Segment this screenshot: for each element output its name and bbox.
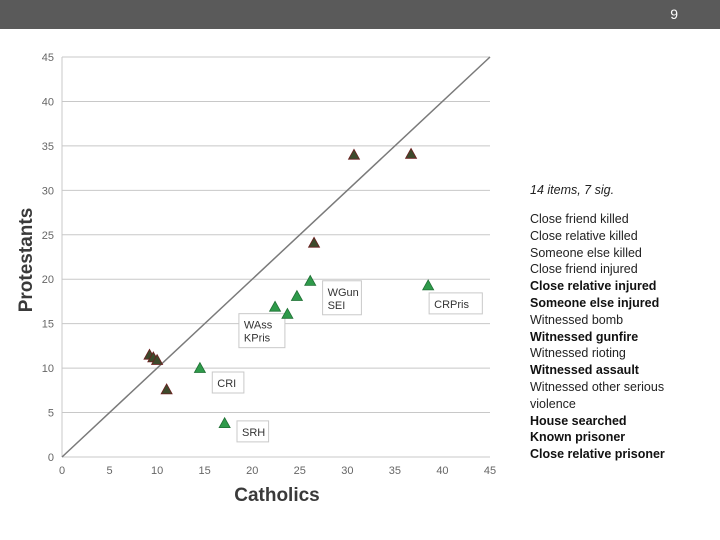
data-point (347, 148, 361, 160)
x-tick-label: 45 (484, 465, 496, 477)
slide-header-bar: 9 (0, 0, 720, 29)
annotation-box (236, 420, 270, 443)
data-point (160, 383, 173, 395)
legend-item: Someone else killed (530, 245, 642, 260)
axis-layer: 0 5 10 15 20 25 30 35 40 45 0 5 10 15 20 25 30 35 40 45 (42, 52, 496, 477)
annotation-box (238, 313, 286, 349)
y-tick-label: 30 (42, 185, 54, 197)
x-tick-label: 40 (436, 465, 448, 477)
y-tick-label: 25 (42, 230, 54, 242)
scatter-chart: 0 5 10 15 20 25 30 35 40 45 0 5 10 15 20 25 30 35 40 45 WGu… (16, 52, 496, 506)
x-tick-label: 0 (59, 465, 65, 477)
legend-item: Witnessed assault (530, 363, 639, 378)
x-tick-label: 30 (341, 465, 353, 477)
y-tick-label: 5 (48, 408, 54, 420)
legend-item: Close relative injured (530, 279, 657, 294)
data-point-sig (193, 361, 207, 373)
legend-item: Witnessed gunfire (530, 329, 639, 344)
data-point-sig (281, 307, 294, 319)
data-point-sig (290, 289, 304, 301)
legend-item: Someone else injured (530, 295, 660, 310)
legend-item: Known prisoner (530, 430, 626, 445)
y-tick-label: 0 (48, 452, 54, 464)
data-point-sig (218, 416, 231, 429)
data-point (150, 353, 164, 365)
legend-item: Witnessed bomb (530, 312, 624, 327)
data-point-sig (268, 300, 282, 312)
x-tick-label: 35 (389, 465, 401, 477)
legend-item: Witnessed other serious violence (530, 379, 665, 411)
y-tick-label: 20 (42, 274, 54, 286)
y-tick-label: 15 (42, 319, 54, 331)
y-tick-label: 40 (42, 96, 54, 108)
legend-item: Close relative prisoner (530, 447, 665, 462)
legend-item: Close relative killed (530, 228, 638, 243)
legend-item: Close friend injured (530, 262, 638, 277)
x-tick-label: 25 (294, 465, 306, 477)
reference-line (61, 56, 491, 458)
annotation-label: KPris (244, 333, 271, 345)
x-tick-label: 10 (151, 465, 163, 477)
data-point (404, 147, 418, 159)
y-axis-label: Protestants (16, 208, 37, 313)
annotation-box (322, 280, 362, 316)
data-point (307, 236, 321, 248)
reference-line-layer (61, 56, 491, 458)
point-layer (143, 147, 435, 429)
data-point-sig (304, 274, 317, 286)
x-tick-label: 5 (106, 465, 112, 477)
y-tick-label: 10 (42, 363, 54, 375)
x-tick-label: 15 (199, 465, 211, 477)
annotation-box (211, 371, 245, 394)
annotation-label: WAss (244, 320, 273, 332)
page-number: 9 (670, 6, 678, 22)
x-tick-label: 20 (246, 465, 258, 477)
annotation-box (428, 292, 483, 315)
legend-item: Witnessed rioting (530, 346, 626, 361)
annotation-label: CRPris (434, 299, 469, 311)
legend-panel: 14 items, 7 sig. Close friend killed Clos… (530, 183, 710, 463)
annotation-label: WGun (328, 287, 359, 299)
annotation-label: SRH (242, 427, 265, 439)
legend-item: Close friend killed (530, 212, 629, 226)
grid-layer (62, 56, 490, 458)
annotation-label: CRI (217, 378, 236, 390)
y-tick-label: 35 (42, 141, 54, 153)
data-point-sig (421, 279, 435, 291)
annotation-label: SEI (328, 300, 346, 312)
x-axis-label: Catholics (234, 485, 320, 506)
legend-list: Close friend killed Close relative killed… (530, 211, 710, 463)
legend-heading: 14 items, 7 sig. (530, 183, 615, 197)
legend-item: House searched (530, 413, 627, 428)
y-tick-label: 45 (42, 52, 54, 64)
